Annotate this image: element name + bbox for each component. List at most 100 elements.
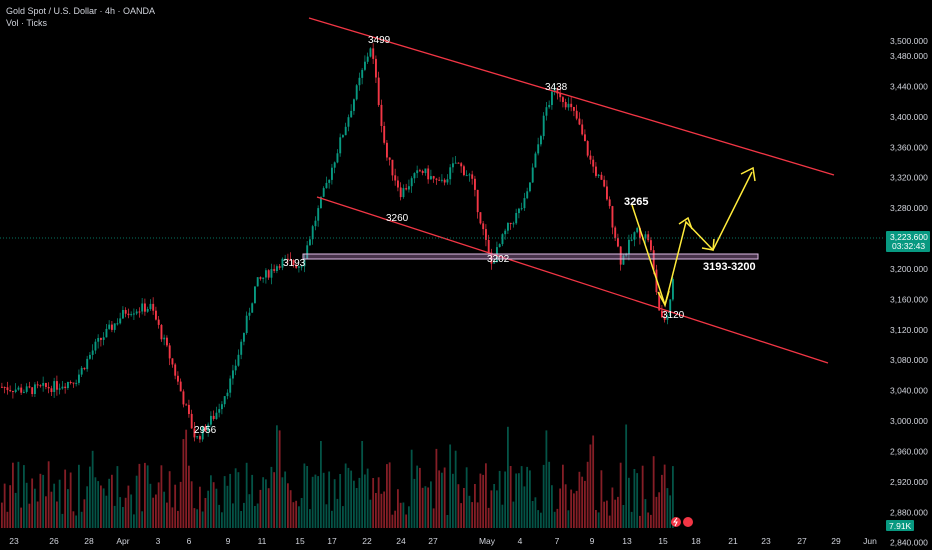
- volume-bar: [20, 507, 23, 528]
- volume-bar: [465, 467, 468, 528]
- volume-bar: [339, 474, 342, 528]
- candle-body: [289, 259, 292, 261]
- channel-lower-line[interactable]: [316, 196, 829, 364]
- volume-bar: [553, 511, 556, 528]
- candle-body: [119, 318, 122, 324]
- volume-bar: [122, 507, 124, 528]
- candle-body: [163, 337, 166, 340]
- volume-bar: [155, 494, 157, 528]
- volume-bar: [421, 487, 424, 528]
- candle-body: [320, 196, 322, 209]
- candlestick-series: [1, 43, 674, 443]
- candle-body: [388, 157, 391, 160]
- volume-bar: [267, 488, 270, 528]
- volume-bar: [215, 488, 218, 528]
- volume-bar: [141, 511, 144, 528]
- volume-bar: [540, 512, 542, 528]
- candle-body: [551, 91, 553, 105]
- flash-alert-icon[interactable]: [671, 517, 693, 527]
- volume-legend[interactable]: Vol · Ticks: [6, 18, 48, 28]
- volume-bar: [622, 505, 625, 528]
- candle-body: [75, 382, 78, 384]
- candle-body: [130, 314, 133, 316]
- candle-body: [3, 387, 6, 388]
- candle-body: [256, 277, 259, 287]
- volume-bar: [256, 503, 259, 528]
- volume-bar: [391, 514, 394, 528]
- candle-body: [419, 170, 421, 172]
- candle-body: [144, 303, 146, 312]
- time-axis[interactable]: 23 26 28 Apr 3 6 9 11 15 17 22 24 27 May 4 7 9 13 15 18 21 23…: [9, 536, 877, 546]
- volume-bar: [146, 465, 149, 528]
- volume-bar: [333, 479, 336, 528]
- candle-body: [397, 180, 399, 188]
- candle-body: [509, 222, 512, 224]
- volume-bar: [441, 472, 443, 528]
- time-tick-label: Apr: [116, 536, 129, 546]
- volume-bar: [449, 444, 452, 528]
- symbol-title[interactable]: Gold Spot / U.S. Dollar · 4h · OANDA: [6, 6, 156, 16]
- volume-bar: [608, 515, 611, 528]
- candle-body: [493, 262, 496, 264]
- volume-bar: [237, 472, 240, 528]
- volume-bar: [377, 477, 380, 528]
- candle-body: [270, 269, 273, 278]
- candle-body: [545, 107, 548, 116]
- candle-body: [300, 266, 303, 268]
- volume-bar: [119, 497, 122, 528]
- time-tick-label: 22: [362, 536, 372, 546]
- volume-bar: [289, 490, 292, 528]
- candle-body: [218, 409, 221, 413]
- candle-body: [9, 390, 12, 392]
- candle-body: [12, 391, 14, 392]
- volume-bar: [644, 499, 647, 528]
- candle-body: [243, 333, 245, 342]
- candle-body: [45, 383, 47, 387]
- price-tick-label: 3,000.000: [890, 416, 928, 426]
- time-tick-label: 15: [658, 536, 668, 546]
- time-tick-label: 4: [518, 536, 523, 546]
- candle-body: [553, 87, 556, 92]
- candle-body: [501, 234, 504, 245]
- candle-body: [416, 170, 419, 174]
- price-axis[interactable]: 3,500.000 3,480.000 3,440.000 3,400.000 3,36…: [890, 36, 928, 548]
- time-tick-label: 7: [555, 536, 560, 546]
- candle-body: [498, 244, 501, 248]
- volume-bar: [28, 503, 31, 528]
- price-tick-label: 3,400.000: [890, 112, 928, 122]
- candle-body: [39, 385, 42, 387]
- candle-body: [562, 97, 564, 102]
- candle-body: [303, 258, 306, 267]
- volume-bar: [416, 465, 419, 528]
- volume-bar: [83, 499, 86, 528]
- candle-body: [402, 188, 405, 197]
- volume-bar: [86, 486, 89, 528]
- volume-bar: [424, 486, 427, 528]
- candle-body: [113, 323, 116, 330]
- volume-bar: [399, 502, 402, 528]
- support-zone-box[interactable]: [302, 253, 759, 260]
- candle-body: [78, 374, 80, 383]
- candle-body: [647, 234, 650, 241]
- volume-bar: [427, 487, 430, 528]
- volume-bar: [42, 474, 45, 528]
- volume-bar: [542, 464, 545, 528]
- volume-bar: [221, 512, 223, 528]
- volume-bar: [672, 466, 674, 528]
- price-tick-label: 3,200.000: [890, 264, 928, 274]
- channel-upper-line[interactable]: [308, 17, 835, 176]
- candle-body: [556, 87, 559, 94]
- candle-body: [322, 188, 325, 197]
- volume-bar: [380, 493, 383, 528]
- volume-bar: [273, 472, 276, 528]
- volume-bar: [567, 510, 570, 528]
- volume-bar: [25, 482, 28, 528]
- candle-body: [375, 58, 377, 78]
- volume-bar: [89, 466, 91, 528]
- projection-path[interactable]: [631, 171, 753, 308]
- candle-body: [6, 387, 9, 391]
- candle-body: [251, 303, 254, 313]
- candle-body: [441, 179, 443, 181]
- volume-bar: [34, 488, 36, 528]
